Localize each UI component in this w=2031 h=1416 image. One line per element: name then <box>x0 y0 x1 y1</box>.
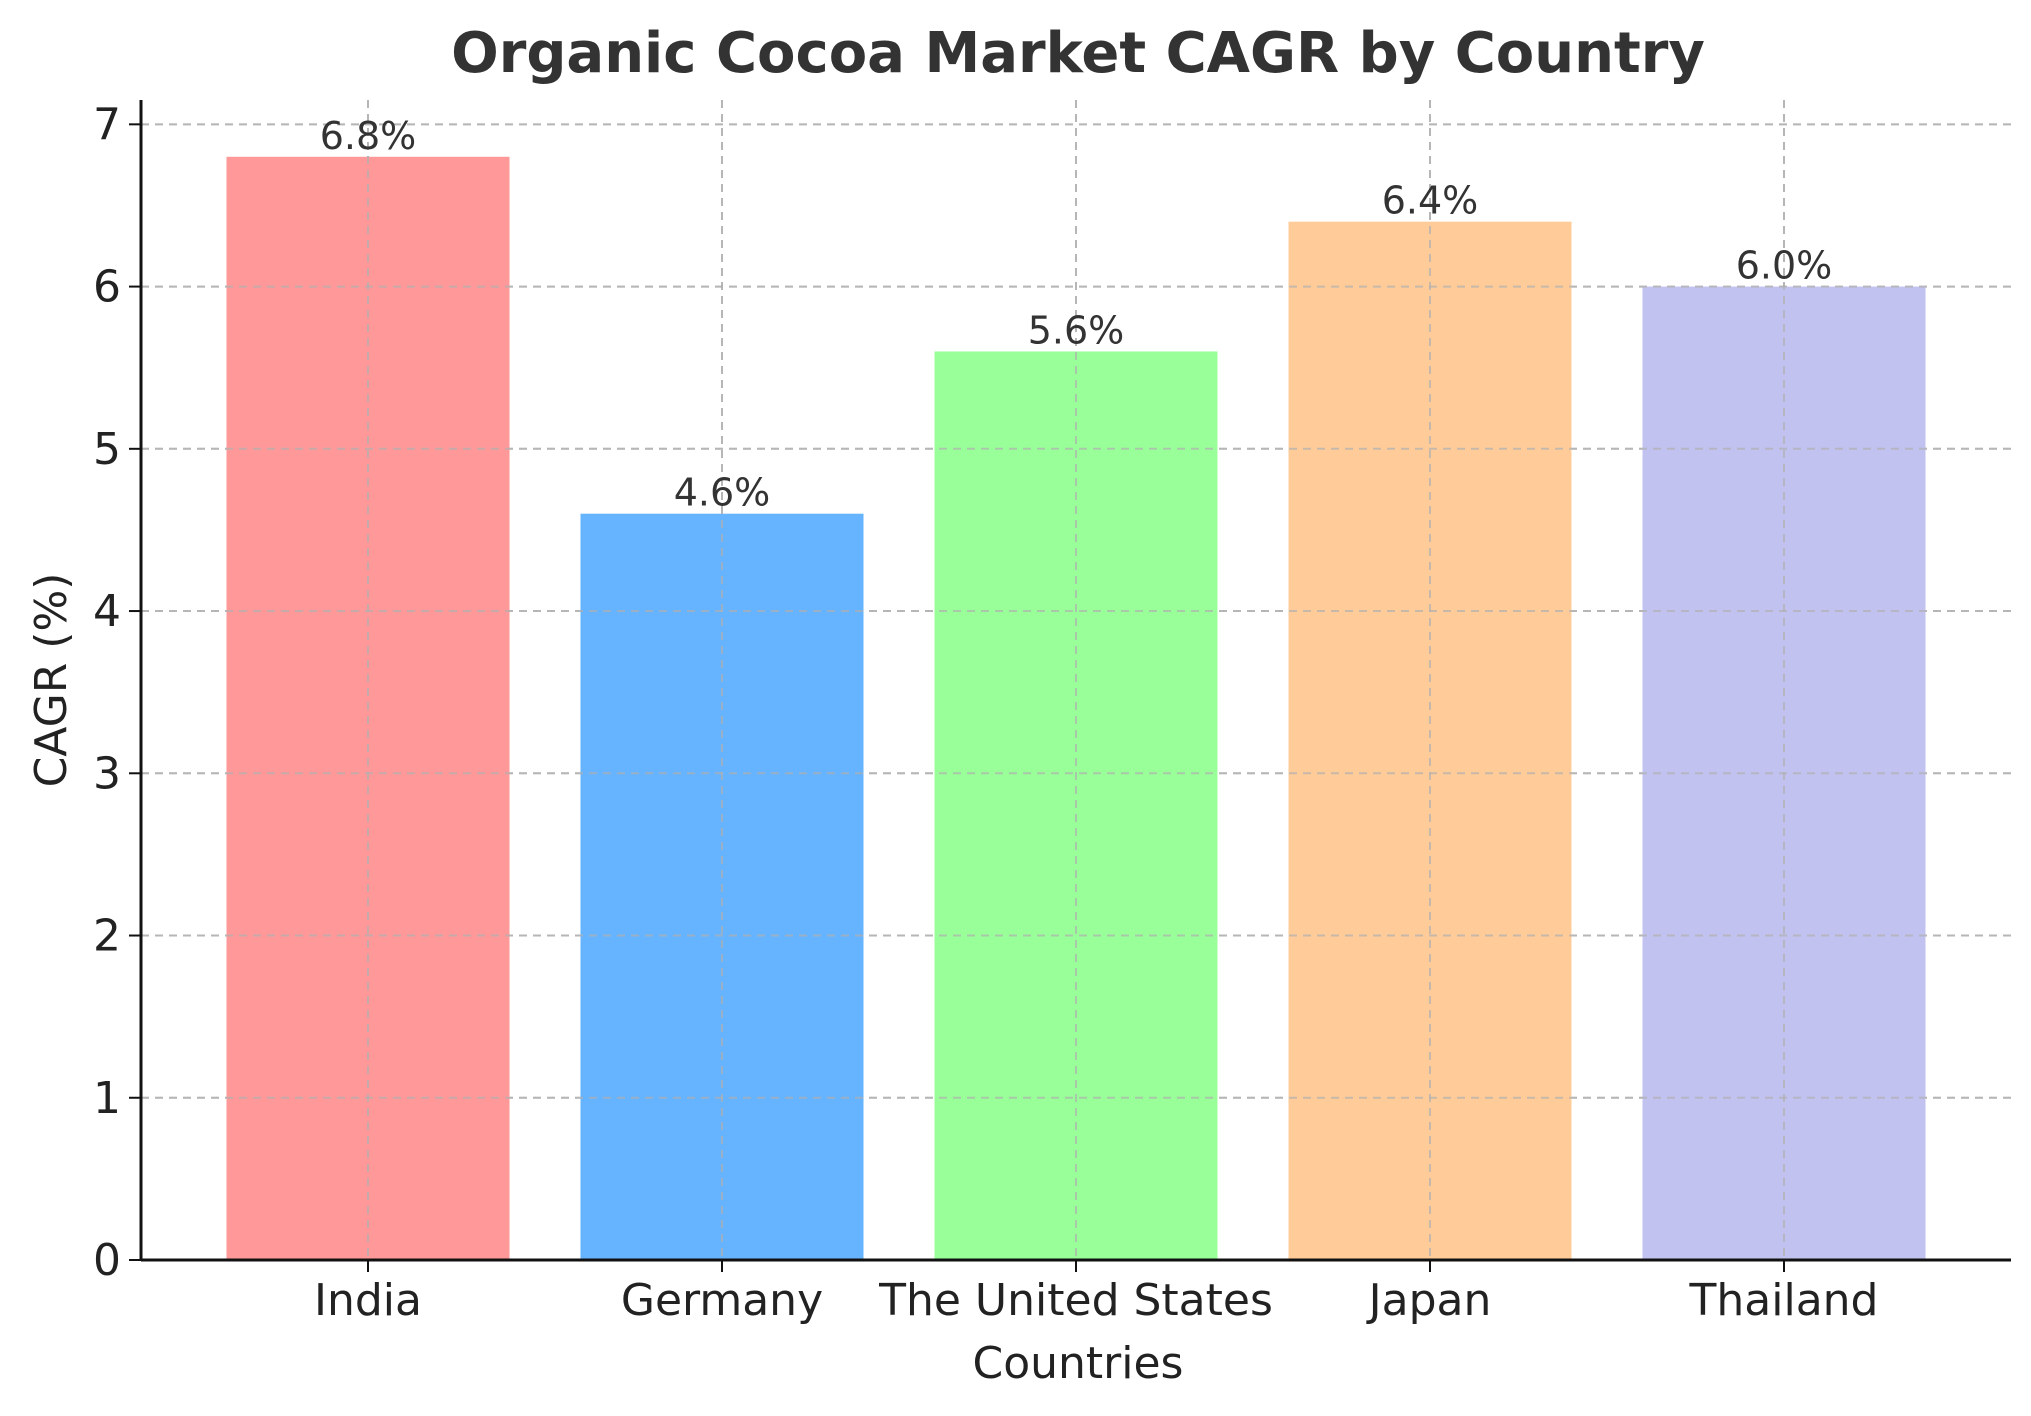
y-tick-label: 3 <box>93 748 121 799</box>
x-tick-label: Germany <box>621 1275 823 1326</box>
x-axis-label: Countries <box>973 1338 1184 1389</box>
x-tick-label: India <box>314 1275 422 1326</box>
y-tick-label: 7 <box>93 99 121 150</box>
data-label: 5.6% <box>1028 308 1125 352</box>
data-label: 6.0% <box>1736 244 1833 288</box>
data-label: 6.8% <box>320 114 417 158</box>
x-tick-label: Japan <box>1366 1275 1492 1326</box>
y-tick-label: 2 <box>93 911 121 962</box>
axes-layer: 0 1 2 3 4 5 6 7 India Germany The United States Jap… <box>93 99 2011 1326</box>
labels-layer: 6.8% 4.6% 5.6% 6.4% 6.0% <box>320 114 1833 515</box>
y-tick-label: 6 <box>93 262 121 313</box>
x-tick-label: The United States <box>878 1275 1273 1326</box>
y-tick-label: 5 <box>93 424 121 475</box>
bars-layer <box>141 100 2011 1261</box>
y-tick-label: 4 <box>93 586 121 637</box>
y-axis-label: CAGR (%) <box>26 573 77 788</box>
y-tick-label: 1 <box>93 1073 121 1124</box>
data-label: 4.6% <box>674 471 771 515</box>
y-tick-label: 0 <box>93 1235 121 1286</box>
data-label: 6.4% <box>1382 179 1479 223</box>
bar <box>1288 221 1572 1260</box>
x-tick-label: Thailand <box>1689 1275 1879 1326</box>
chart-title: Organic Cocoa Market CAGR by Country <box>451 21 1705 86</box>
